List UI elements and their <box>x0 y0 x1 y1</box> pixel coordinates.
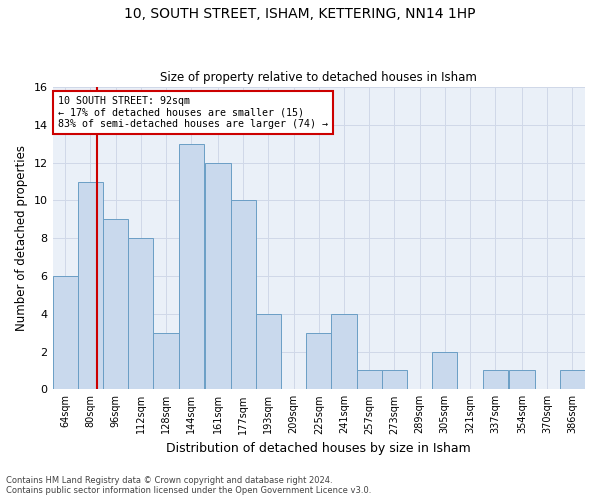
Y-axis label: Number of detached properties: Number of detached properties <box>15 145 28 331</box>
Title: Size of property relative to detached houses in Isham: Size of property relative to detached ho… <box>160 72 477 85</box>
Bar <box>331 314 356 390</box>
Bar <box>560 370 585 390</box>
Bar <box>103 220 128 390</box>
Bar <box>154 332 179 390</box>
Bar <box>179 144 204 390</box>
Bar <box>432 352 457 390</box>
Bar <box>509 370 535 390</box>
Bar <box>482 370 508 390</box>
Text: 10, SOUTH STREET, ISHAM, KETTERING, NN14 1HP: 10, SOUTH STREET, ISHAM, KETTERING, NN14… <box>124 8 476 22</box>
X-axis label: Distribution of detached houses by size in Isham: Distribution of detached houses by size … <box>166 442 471 455</box>
Bar <box>382 370 407 390</box>
Bar <box>128 238 154 390</box>
Text: 10 SOUTH STREET: 92sqm
← 17% of detached houses are smaller (15)
83% of semi-det: 10 SOUTH STREET: 92sqm ← 17% of detached… <box>58 96 328 130</box>
Text: Contains HM Land Registry data © Crown copyright and database right 2024.
Contai: Contains HM Land Registry data © Crown c… <box>6 476 371 495</box>
Bar <box>230 200 256 390</box>
Bar <box>256 314 281 390</box>
Bar <box>78 182 103 390</box>
Bar <box>205 162 230 390</box>
Bar <box>306 332 331 390</box>
Bar <box>356 370 382 390</box>
Bar <box>53 276 78 390</box>
